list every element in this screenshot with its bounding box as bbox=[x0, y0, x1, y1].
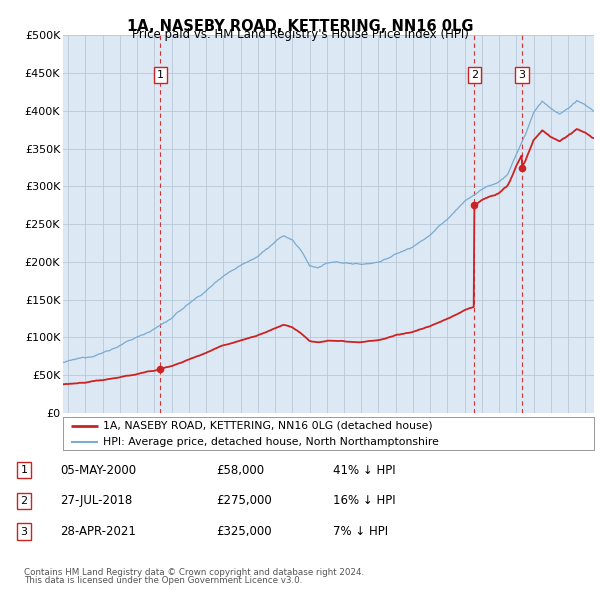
Text: 3: 3 bbox=[518, 70, 526, 80]
Text: 28-APR-2021: 28-APR-2021 bbox=[60, 525, 136, 538]
Text: Contains HM Land Registry data © Crown copyright and database right 2024.: Contains HM Land Registry data © Crown c… bbox=[24, 568, 364, 577]
Text: HPI: Average price, detached house, North Northamptonshire: HPI: Average price, detached house, Nort… bbox=[103, 437, 439, 447]
Text: 1: 1 bbox=[157, 70, 164, 80]
Text: 2: 2 bbox=[20, 496, 28, 506]
Text: £58,000: £58,000 bbox=[216, 464, 264, 477]
Text: 27-JUL-2018: 27-JUL-2018 bbox=[60, 494, 132, 507]
Text: 3: 3 bbox=[20, 527, 28, 536]
Text: This data is licensed under the Open Government Licence v3.0.: This data is licensed under the Open Gov… bbox=[24, 576, 302, 585]
Text: 7% ↓ HPI: 7% ↓ HPI bbox=[333, 525, 388, 538]
Text: 1A, NASEBY ROAD, KETTERING, NN16 0LG (detached house): 1A, NASEBY ROAD, KETTERING, NN16 0LG (de… bbox=[103, 421, 433, 431]
Text: 1A, NASEBY ROAD, KETTERING, NN16 0LG: 1A, NASEBY ROAD, KETTERING, NN16 0LG bbox=[127, 19, 473, 34]
Text: 41% ↓ HPI: 41% ↓ HPI bbox=[333, 464, 395, 477]
Text: 16% ↓ HPI: 16% ↓ HPI bbox=[333, 494, 395, 507]
Text: £275,000: £275,000 bbox=[216, 494, 272, 507]
Text: £325,000: £325,000 bbox=[216, 525, 272, 538]
Text: 2: 2 bbox=[471, 70, 478, 80]
Text: 05-MAY-2000: 05-MAY-2000 bbox=[60, 464, 136, 477]
Text: 1: 1 bbox=[20, 466, 28, 475]
Text: Price paid vs. HM Land Registry's House Price Index (HPI): Price paid vs. HM Land Registry's House … bbox=[131, 28, 469, 41]
